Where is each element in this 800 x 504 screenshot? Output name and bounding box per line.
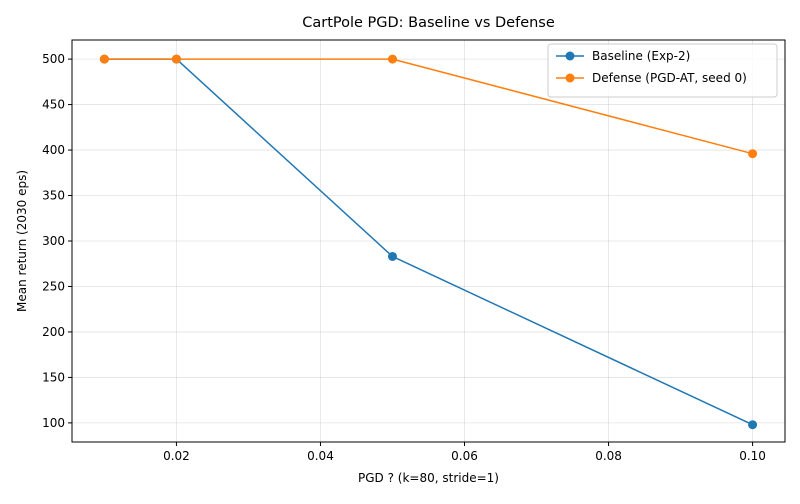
grid	[72, 40, 785, 442]
legend-box	[547, 43, 778, 98]
legend-label: Defense (PGD-AT, seed 0)	[592, 71, 747, 85]
y-tick-label: 350	[42, 189, 65, 203]
data-point	[387, 54, 397, 64]
x-tick-label: 0.08	[595, 449, 622, 463]
legend: Baseline (Exp-2) Defense (PGD-AT, seed 0)	[547, 43, 778, 98]
legend-label: Baseline (Exp-2)	[592, 49, 690, 63]
x-tick-label: 0.02	[163, 449, 190, 463]
chart-title: CartPole PGD: Baseline vs Defense	[302, 15, 555, 31]
x-axis-label: PGD ? (k=80, stride=1)	[358, 471, 499, 485]
y-axis-label: Mean return (2030 eps)	[15, 170, 29, 312]
legend-item-1: Baseline (Exp-2)	[556, 49, 690, 63]
x-tick-label: 0.04	[307, 449, 334, 463]
series-1	[99, 54, 758, 430]
y-axis-ticks: 100 150 200 250 300 350 400 450 500	[42, 52, 72, 430]
data-point	[99, 54, 109, 64]
data-point	[748, 420, 758, 430]
x-tick-label: 0.10	[739, 449, 766, 463]
legend-items: Baseline (Exp-2) Defense (PGD-AT, seed 0)	[556, 49, 747, 85]
series-group	[99, 54, 758, 430]
data-point	[387, 251, 397, 261]
x-tick-label: 0.06	[451, 449, 478, 463]
y-tick-label: 150	[42, 370, 65, 384]
y-tick-label: 500	[42, 52, 65, 66]
legend-marker	[565, 73, 575, 83]
y-tick-label: 200	[42, 325, 65, 339]
y-tick-label: 250	[42, 279, 65, 293]
series-line	[104, 58, 753, 426]
series-2	[99, 54, 758, 159]
legend-marker	[565, 51, 575, 61]
series-line	[104, 58, 753, 155]
y-tick-label: 100	[42, 416, 65, 430]
x-axis-ticks: 0.02 0.04 0.06 0.08 0.10	[163, 442, 766, 463]
y-tick-label: 300	[42, 234, 65, 248]
data-point	[171, 54, 181, 64]
legend-item-2: Defense (PGD-AT, seed 0)	[556, 71, 747, 85]
y-tick-label: 450	[42, 98, 65, 112]
y-tick-label: 400	[42, 143, 65, 157]
data-point	[748, 149, 758, 159]
